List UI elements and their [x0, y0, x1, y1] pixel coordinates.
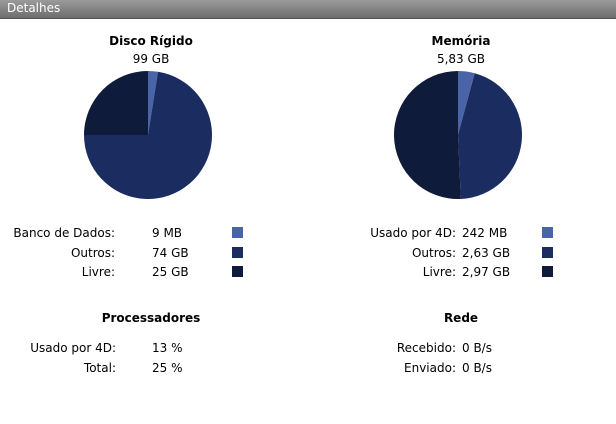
network-received-value: 0 B/s — [462, 341, 492, 355]
disk-other-label: Outros: — [70, 246, 115, 260]
network-title: Rede — [443, 311, 479, 325]
disk-pie-slice-livre — [84, 71, 148, 135]
processors-4d-label: Usado por 4D: — [30, 341, 116, 355]
disk-free-label: Livre: — [81, 265, 115, 279]
panel-title-bar: Detalhes — [0, 0, 616, 19]
disk-free-value: 25 GB — [152, 265, 189, 279]
memory-free-value: 2,97 GB — [462, 265, 511, 279]
panel-title: Detalhes — [7, 1, 61, 15]
memory-4d-value: 242 MB — [462, 226, 508, 240]
disk-title: Disco Rígido — [109, 34, 193, 48]
disk-db-label: Banco de Dados: — [13, 226, 115, 240]
disk-pie-chart — [84, 71, 212, 199]
memory-4d-label: Usado por 4D: — [370, 226, 456, 240]
disk-other-value: 74 GB — [152, 246, 189, 260]
memory-total: 5,83 GB — [436, 52, 486, 66]
disk-other-swatch — [232, 247, 243, 258]
memory-other-label: Outros: — [411, 246, 456, 260]
disk-pie-slice-outros — [84, 71, 212, 199]
memory-free-label: Livre: — [422, 265, 456, 279]
memory-4d-swatch — [542, 227, 553, 238]
memory-free-swatch — [542, 266, 553, 277]
memory-other-swatch — [542, 247, 553, 258]
processors-4d-value: 13 % — [152, 341, 183, 355]
network-sent-value: 0 B/s — [462, 361, 492, 375]
memory-pie-chart — [394, 71, 522, 199]
disk-pie-slice-banco-de-dados — [148, 71, 159, 135]
memory-pie-slice-usado-por-4d — [458, 71, 475, 135]
disk-db-swatch — [232, 227, 243, 238]
processors-total-label: Total: — [83, 361, 116, 375]
memory-pie-slice-livre — [394, 71, 461, 199]
disk-total: 99 GB — [132, 52, 170, 66]
processors-title: Processadores — [101, 311, 201, 325]
memory-title: Memória — [431, 34, 491, 48]
disk-db-value: 9 MB — [152, 226, 183, 240]
memory-other-value: 2,63 GB — [462, 246, 511, 260]
network-received-label: Recebido: — [396, 341, 456, 355]
processors-total-value: 25 % — [152, 361, 183, 375]
memory-pie-slice-outros — [458, 73, 522, 199]
disk-free-swatch — [232, 266, 243, 277]
network-sent-label: Enviado: — [404, 361, 456, 375]
